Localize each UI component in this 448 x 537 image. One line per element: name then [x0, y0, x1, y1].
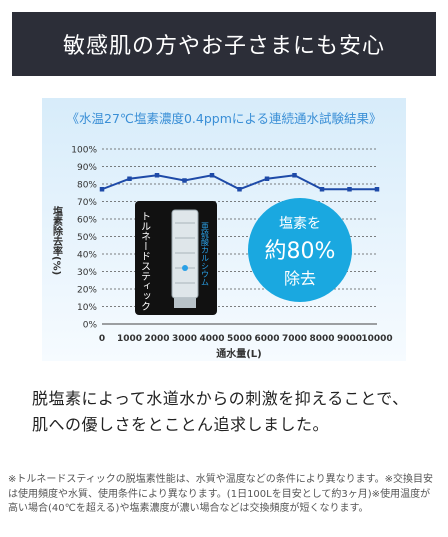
- headline-banner: 敏感肌の方やお子さまにも安心: [12, 12, 436, 76]
- callout-line-2: 約80%: [265, 239, 336, 264]
- data-point: [347, 187, 352, 192]
- x-tick-label: 3000: [172, 334, 197, 344]
- data-point: [154, 173, 160, 178]
- chlorine-removal-chart: 0% 10% 20% 30% 40% 50% 60% 70% 80% 90% 100% 0 1000 2…: [51, 146, 393, 361]
- data-point: [319, 187, 325, 192]
- y-tick-label: 80%: [77, 181, 97, 191]
- x-tick-label: 7000: [282, 334, 307, 344]
- x-tick-label: 5000: [227, 334, 252, 344]
- y-axis-label: 塩素除去率(%): [51, 205, 63, 275]
- y-tick-label: 0%: [83, 321, 98, 331]
- description-text: 脱塩素によって水道水からの刺激を抑えることで、肌への優しさをとことん追求しました…: [32, 389, 409, 434]
- data-point: [127, 176, 132, 181]
- filter-stick-image: トルネードスティック 亜硫酸カルシウム: [135, 201, 217, 315]
- x-tick-label: 8000: [309, 334, 334, 344]
- y-tick-label: 40%: [77, 251, 97, 261]
- y-tick-label: 100%: [71, 146, 97, 156]
- callout-line-1: 塩素を: [279, 216, 321, 232]
- chart-title: 《水温27℃塩素濃度0.4ppmによる連続通水試験結果》: [66, 111, 382, 126]
- x-tick-label: 1000: [117, 334, 142, 344]
- y-tick-label: 10%: [77, 303, 97, 313]
- data-point: [182, 178, 187, 183]
- y-tick-label: 50%: [77, 233, 97, 243]
- x-tick-label: 6000: [254, 334, 279, 344]
- x-axis-label: 通水量(L): [216, 347, 262, 360]
- y-tick-label: 90%: [77, 163, 97, 173]
- x-tick-label: 10000: [361, 334, 392, 344]
- removal-callout: 塩素を 約80% 除去: [248, 198, 352, 302]
- y-tick-label: 20%: [77, 286, 97, 296]
- product-label: トルネードスティック: [139, 211, 151, 311]
- x-tick-label: 4000: [199, 334, 224, 344]
- filter-media-label: 亜硫酸カルシウム: [201, 222, 210, 286]
- callout-line-3: 除去: [284, 269, 316, 288]
- y-tick-label: 60%: [77, 216, 97, 226]
- data-point: [237, 187, 242, 192]
- data-point: [374, 187, 380, 192]
- y-tick-label: 30%: [77, 268, 97, 278]
- x-tick-label: 0: [99, 334, 105, 344]
- data-point: [292, 173, 297, 178]
- x-tick-label: 9000: [337, 334, 362, 344]
- chart-panel: 《水温27℃塩素濃度0.4ppmによる連続通水試験結果》 0% 10% 20% 30%…: [42, 98, 406, 361]
- data-point: [99, 187, 105, 192]
- headline-text: 敏感肌の方やお子さまにも安心: [62, 34, 385, 59]
- footnote-text: ※トルネードスティックの脱塩素性能は、水質や温度などの条件により異なります。※交…: [8, 474, 433, 514]
- data-point: [264, 176, 270, 181]
- data-point: [209, 173, 215, 178]
- y-tick-label: 70%: [77, 198, 97, 208]
- x-tick-label: 2000: [144, 334, 169, 344]
